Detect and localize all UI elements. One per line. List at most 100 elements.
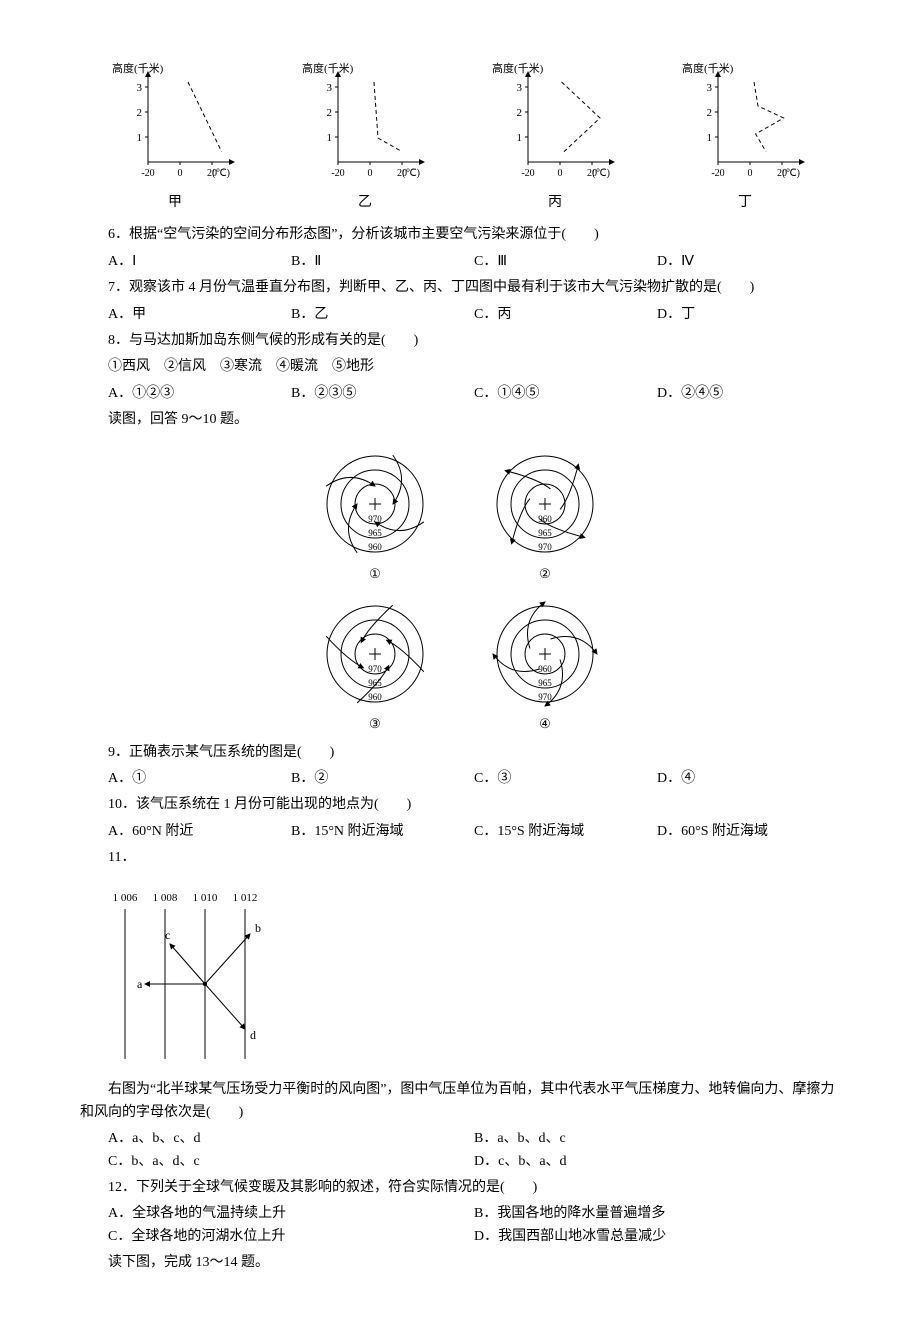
svg-text:①: ① [369,566,381,581]
svg-text:2: 2 [517,107,523,119]
svg-text:970: 970 [538,542,552,552]
svg-text:0: 0 [558,168,563,179]
q9-b: B．② [291,768,474,790]
q6-text: 6．根据“空气污染的空间分布形态图”，分析该城市主要空气污染来源位于( ) [80,224,840,246]
temp-chart-甲: 123-20020(℃)高度(千米)甲 [110,60,240,214]
svg-text:3: 3 [707,82,713,94]
q10-a: A．60°N 附近 [108,821,291,843]
q11-opts: A．a、b、c、d B．a、b、d、c C．b、a、d、c D．c、b、a、d [80,1128,840,1173]
svg-text:a: a [137,977,143,991]
q9-a: A．① [108,768,291,790]
svg-text:③: ③ [369,716,381,731]
svg-text:c: c [165,928,170,942]
q8-text: 8．与马达加斯加岛东侧气候的形成有关的是( ) [80,330,840,352]
q8-a: A．①②③ [108,383,291,405]
svg-text:960: 960 [368,692,382,702]
temp-chart-丁: 123-20020(℃)高度(千米)丁 [680,60,810,214]
svg-text:965: 965 [538,528,552,538]
q7-a: A．甲 [108,304,291,326]
svg-text:1: 1 [707,132,713,144]
q6-b: B．Ⅱ [291,251,474,273]
svg-text:1 006: 1 006 [113,892,138,904]
q6-opts: A．Ⅰ B．Ⅱ C．Ⅲ D．Ⅳ [80,251,840,273]
q7-b: B．乙 [291,304,474,326]
q10-text: 10．该气压系统在 1 月份可能出现的地点为( ) [80,794,840,816]
svg-text:④: ④ [539,716,551,731]
svg-text:-20: -20 [521,168,534,179]
svg-text:(℃): (℃) [402,168,420,179]
q12-opts: A．全球各地的气温持续上升 B．我国各地的降水量普遍增多 C．全球各地的河湖水位… [80,1203,840,1248]
svg-text:②: ② [539,566,551,581]
svg-text:高度(千米): 高度(千米) [302,61,354,75]
q12-b: B．我国各地的降水量普遍增多 [474,1203,840,1225]
temp-chart-丙: 123-20020(℃)高度(千米)丙 [490,60,620,214]
q10-b: B．15°N 附近海域 [291,821,474,843]
svg-text:970: 970 [368,664,382,674]
temp-chart-乙: 123-20020(℃)高度(千米)乙 [300,60,430,214]
svg-text:1: 1 [327,132,333,144]
q9-d: D．④ [657,768,840,790]
svg-text:1 012: 1 012 [233,892,258,904]
q11-c: C．b、a、d、c [108,1151,474,1173]
pressure-panel-2: 960965970② [475,442,615,582]
q8-sub: ①西风 ②信风 ③寒流 ④暖流 ⑤地形 [80,356,840,378]
svg-text:970: 970 [538,692,552,702]
spiral-figure: 970 965 960 ① 960 965 970 ② 970 965 960 ③ 960 965 970 ④ [80,442,840,732]
svg-text:-20: -20 [141,168,154,179]
pressure-panel-1: 970965960① [305,442,445,582]
q12-a: A．全球各地的气温持续上升 [108,1203,474,1225]
svg-text:1: 1 [517,132,523,144]
svg-text:b: b [255,921,261,935]
svg-text:(℃): (℃) [212,168,230,179]
q7-text: 7．观察该市 4 月份气温垂直分布图，判断甲、乙、丙、丁四图中最有利于该市大气污… [80,277,840,299]
q10-opts: A．60°N 附近 B．15°N 附近海域 C．15°S 附近海域 D．60°S… [80,821,840,843]
svg-text:960: 960 [368,542,382,552]
q8-d: D．②④⑤ [657,383,840,405]
svg-text:(℃): (℃) [592,168,610,179]
q9-opts: A．① B．② C．③ D．④ [80,768,840,790]
svg-text:高度(千米): 高度(千米) [682,61,734,75]
pressure-panel-3: 970965960③ [305,592,445,732]
top-charts-row: 123-20020(℃)高度(千米)甲123-20020(℃)高度(千米)乙12… [80,60,840,214]
svg-text:(℃): (℃) [782,168,800,179]
q11-a: A．a、b、c、d [108,1128,474,1150]
q8-b: B．②③⑤ [291,383,474,405]
q11-d: D．c、b、a、d [474,1151,840,1173]
svg-text:3: 3 [517,82,523,94]
svg-text:-20: -20 [711,168,724,179]
pressure-panel-4: 960 965 970 ④ [475,592,615,732]
q7-d: D．丁 [657,304,840,326]
q7-c: C．丙 [474,304,657,326]
svg-text:1 010: 1 010 [193,892,218,904]
q11-text: 右图为“北半球某气压场受力平衡时的风向图”，图中气压单位为百帕，其中代表水平气压… [80,1079,840,1124]
svg-text:1: 1 [137,132,143,144]
q12-text: 12．下列关于全球气候变暖及其影响的叙述，符合实际情况的是( ) [80,1177,840,1199]
q11-b: B．a、b、d、c [474,1128,840,1150]
svg-text:3: 3 [137,82,143,94]
svg-text:-20: -20 [331,168,344,179]
q9-text: 9．正确表示某气压系统的图是( ) [80,742,840,764]
svg-text:965: 965 [368,528,382,538]
svg-text:2: 2 [137,107,143,119]
svg-text:960: 960 [538,664,552,674]
svg-text:0: 0 [178,168,183,179]
q6-c: C．Ⅲ [474,251,657,273]
svg-text:2: 2 [707,107,713,119]
svg-text:3: 3 [327,82,333,94]
svg-text:0: 0 [368,168,373,179]
svg-text:d: d [250,1028,256,1042]
q7-opts: A．甲 B．乙 C．丙 D．丁 [80,304,840,326]
q6-d: D．Ⅳ [657,251,840,273]
wind-figure: 1 006 1 008 1 010 1 012 a b c d [80,879,840,1069]
lead-9-10: 读图，回答 9～10 题。 [80,409,840,431]
svg-text:0: 0 [748,168,753,179]
q9-c: C．③ [474,768,657,790]
q12-c: C．全球各地的河湖水位上升 [108,1226,474,1248]
q12-d: D．我国西部山地冰雪总量减少 [474,1226,840,1248]
q11-lead: 11． [80,847,840,869]
svg-text:1 008: 1 008 [153,892,178,904]
q6-a: A．Ⅰ [108,251,291,273]
svg-text:965: 965 [538,678,552,688]
q8-opts: A．①②③ B．②③⑤ C．①④⑤ D．②④⑤ [80,383,840,405]
q8-c: C．①④⑤ [474,383,657,405]
